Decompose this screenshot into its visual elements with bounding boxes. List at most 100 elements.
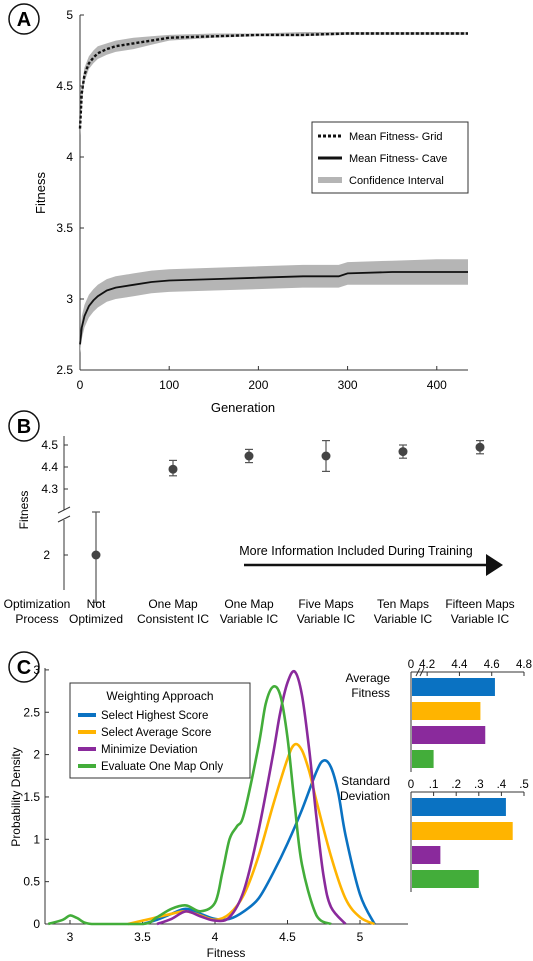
ci-band-grid <box>80 32 468 136</box>
x-tick-label: 300 <box>338 378 358 392</box>
data-point <box>475 442 485 452</box>
panel-b-ticks: 4.3 4.4 4.5 2 <box>41 438 68 562</box>
data-point-group <box>91 511 101 603</box>
panel-b-arrow-head <box>486 554 503 576</box>
inset-x-tick-label: 4.4 <box>451 659 468 671</box>
panel-c: C 3 3.5 4 4.5 500.511.522.53 Fitness Probabi… <box>8 651 532 960</box>
category-label-line1: Fifteen Maps <box>445 597 514 611</box>
inset-sd-title-line2: Deviation <box>340 789 390 803</box>
panel-b-header-line2: Process <box>15 612 58 626</box>
y-tick-label: 2 <box>43 548 50 562</box>
inset-x-tick-label: .2 <box>451 779 461 791</box>
inset-avg-ticks: 0 4.2 4.4 4.6 4.8 <box>408 659 532 676</box>
y-tick-label: 3.5 <box>56 221 73 235</box>
inset-bar-average <box>412 822 513 840</box>
panel-b-axis-break-mark <box>57 515 71 523</box>
panel-b-badge <box>8 410 40 442</box>
panel-b-annotation: More Information Included During Trainin… <box>239 544 473 558</box>
y-tick-label: 4 <box>66 150 73 164</box>
panel-a-ticks: 0 100 200 300 400 2.5 3 3.5 4 4.5 5 <box>56 8 447 392</box>
category-label-line2: Variable IC <box>451 612 510 626</box>
inset-x-tick-label: 0 <box>408 659 414 671</box>
inset-x-tick-label: 4.8 <box>516 659 532 671</box>
category-label-line1: Five Maps <box>298 597 353 611</box>
inset-standard-deviation: Standard Deviation 0 .1 .2 .3 .4 .5 <box>340 774 529 892</box>
inset-bar-deviation <box>412 846 441 864</box>
panel-c-legend-title: Weighting Approach <box>106 689 213 703</box>
data-point-group <box>398 444 408 459</box>
panel-c-badge <box>8 651 40 683</box>
x-tick-label: 400 <box>427 378 447 392</box>
panel-c-letter: C <box>17 657 31 679</box>
data-point <box>244 451 254 461</box>
category-label-line1: Not <box>87 597 106 611</box>
x-tick-label: 3 <box>67 930 74 944</box>
legend-highest-label: Select Highest Score <box>101 710 208 722</box>
category-label-line2: Variable IC <box>374 612 433 626</box>
x-tick-label: 200 <box>248 378 268 392</box>
density-curve-onemap <box>47 685 332 926</box>
category-label-line1: One Map <box>224 597 274 611</box>
panel-a-axes <box>79 15 468 371</box>
inset-sd-ticks: 0 .1 .2 .3 .4 .5 <box>408 779 529 796</box>
panel-a-x-label: Generation <box>211 400 275 415</box>
density-curve-deviation <box>156 669 347 926</box>
data-point <box>398 447 408 457</box>
inset-avg-axis-break-mark <box>415 667 421 677</box>
category-label-line2: Optimized <box>69 612 123 626</box>
y-tick-label: 0.5 <box>23 875 40 889</box>
panel-c-x-label: Fitness <box>207 946 246 960</box>
panel-b-y-label: Fitness <box>17 491 31 530</box>
ci-band-cave <box>80 259 468 353</box>
inset-bar-onemap <box>412 750 434 768</box>
inset-x-tick-label: .1 <box>429 779 439 791</box>
category-label-line2: Variable IC <box>220 612 279 626</box>
panel-b-points <box>91 440 485 603</box>
inset-x-tick-label: 4.6 <box>484 659 500 671</box>
inset-avg-bars <box>412 678 495 768</box>
inset-avg-axis-break-mark <box>419 667 425 677</box>
legend-deviation-label: Minimize Deviation <box>101 744 198 756</box>
inset-bar-average <box>412 702 481 720</box>
inset-x-tick-label: 0 <box>408 779 414 791</box>
inset-bar-highest <box>412 798 506 816</box>
inset-x-tick-label: .4 <box>497 779 507 791</box>
panel-c-legend-box <box>69 682 251 779</box>
x-tick-label: 4.5 <box>279 930 296 944</box>
panel-a-legend: Mean Fitness- Grid Mean Fitness- Cave Co… <box>311 121 469 194</box>
category-label-line2: Variable IC <box>297 612 356 626</box>
panel-b: B 4.3 4.4 4.5 2 Fitness More Information In… <box>4 410 515 626</box>
x-tick-label: 100 <box>159 378 179 392</box>
legend-onemap-label: Evaluate One Map Only <box>101 761 223 773</box>
x-tick-label: 4 <box>212 930 219 944</box>
x-tick-label: 0 <box>77 378 84 392</box>
inset-bar-deviation <box>412 726 486 744</box>
density-curve-average <box>127 742 376 926</box>
panel-a-series-lines <box>78 32 468 345</box>
inset-average-fitness: Average Fitness 0 4.2 4.4 4.6 4.8 <box>346 659 532 772</box>
y-tick-label: 4.4 <box>41 460 58 474</box>
y-tick-label: 0 <box>33 917 40 931</box>
y-tick-label: 2.5 <box>56 363 73 377</box>
panel-c-legend: Weighting Approach Select Highest Score … <box>69 682 251 779</box>
panel-a: A 0 100 200 300 400 2.5 3 3.5 4 4.5 5 Generation F… <box>8 3 469 415</box>
data-point <box>321 451 331 461</box>
y-tick-label: 4.3 <box>41 482 58 496</box>
legend-average-label: Select Average Score <box>101 727 211 739</box>
panel-b-letter: B <box>17 416 31 438</box>
data-point <box>168 464 178 474</box>
legend-cave-label: Mean Fitness- Cave <box>349 153 447 165</box>
density-curve-highest <box>142 759 376 926</box>
y-tick-label: 4.5 <box>56 79 73 93</box>
panel-c-density-curves <box>47 669 376 926</box>
data-point-group <box>168 459 178 477</box>
x-tick-label: 3.5 <box>134 930 151 944</box>
inset-avg-title-line2: Fitness <box>351 686 390 700</box>
data-point-group <box>475 440 485 455</box>
inset-x-tick-label: 4.2 <box>419 659 435 671</box>
inset-avg-title-line1: Average <box>346 671 391 685</box>
inset-bar-onemap <box>412 870 479 888</box>
inset-sd-title-line1: Standard <box>341 774 390 788</box>
